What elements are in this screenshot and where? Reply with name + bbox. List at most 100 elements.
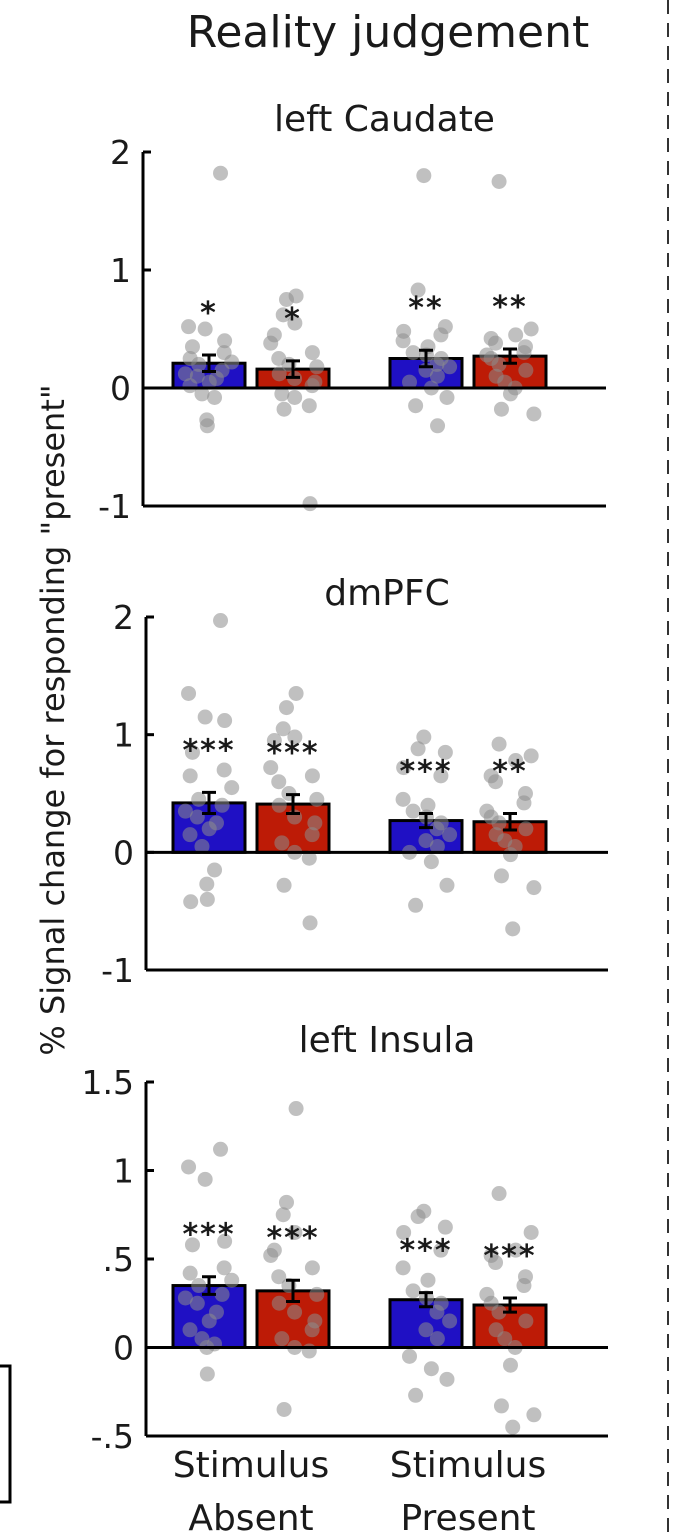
data-point — [271, 1295, 287, 1311]
data-point — [271, 797, 287, 813]
data-point — [516, 795, 532, 811]
data-point — [216, 1260, 232, 1276]
data-point — [183, 894, 199, 910]
data-point — [442, 827, 458, 843]
error-bar — [419, 348, 433, 369]
significance-stars: *** — [182, 1218, 235, 1253]
data-point — [217, 1233, 233, 1249]
data-point — [214, 797, 230, 813]
data-point — [396, 1224, 412, 1240]
panel-title: dmPFC — [324, 573, 449, 614]
data-point — [201, 821, 217, 837]
data-point — [309, 359, 325, 375]
data-point — [526, 880, 542, 896]
significance-stars: * — [284, 302, 302, 337]
error-bar — [503, 812, 517, 832]
data-point — [304, 1322, 320, 1338]
data-point — [287, 315, 303, 331]
data-point — [416, 729, 432, 745]
error-bar — [202, 1275, 216, 1296]
data-point — [304, 827, 320, 843]
data-point — [287, 729, 303, 745]
x-category-label: Absent — [188, 1498, 313, 1537]
y-tick-label: 1.5 — [82, 1063, 134, 1102]
data-point — [491, 174, 507, 189]
y-tick-label: -.5 — [91, 1417, 134, 1456]
data-point — [199, 891, 215, 907]
data-point — [216, 762, 232, 778]
y-tick-label: 2 — [110, 133, 131, 172]
error-bar — [202, 790, 216, 816]
data-point — [433, 768, 449, 784]
data-point — [197, 321, 213, 337]
data-point — [405, 803, 421, 819]
data-point — [405, 1283, 421, 1299]
data-point — [429, 821, 445, 837]
significance-stars: *** — [399, 1234, 452, 1269]
data-point — [430, 418, 446, 434]
data-point — [304, 768, 320, 784]
data-point — [182, 768, 198, 784]
data-point — [493, 401, 509, 417]
data-point — [526, 1407, 542, 1423]
data-point — [518, 362, 534, 378]
data-point — [177, 366, 193, 382]
data-point — [302, 915, 318, 931]
data-point — [207, 862, 223, 878]
data-point — [288, 685, 304, 701]
data-point — [423, 854, 439, 870]
data-point — [301, 850, 317, 866]
data-point — [287, 809, 303, 825]
data-point — [429, 1331, 445, 1347]
data-point — [199, 876, 215, 892]
data-point — [420, 797, 436, 813]
data-point — [199, 418, 215, 434]
data-point — [224, 780, 240, 796]
data-point — [491, 736, 507, 752]
data-point — [442, 1313, 458, 1329]
data-point — [402, 374, 418, 390]
error-bar — [419, 812, 433, 830]
data-point — [418, 833, 434, 849]
data-point — [263, 1247, 279, 1263]
y-tick-label: -1 — [101, 951, 134, 990]
data-point — [502, 386, 518, 402]
data-point — [437, 744, 453, 760]
data-point — [271, 366, 287, 382]
significance-stars: *** — [266, 736, 319, 771]
data-point — [276, 401, 292, 417]
significance-stars: *** — [483, 1239, 536, 1274]
data-point — [214, 1286, 230, 1302]
data-point — [224, 1272, 240, 1288]
data-point — [502, 1357, 518, 1373]
data-point — [263, 335, 279, 351]
data-point — [408, 1387, 424, 1403]
data-point — [213, 165, 229, 181]
data-point — [491, 1186, 507, 1202]
data-point — [395, 1260, 411, 1276]
data-point — [275, 307, 291, 323]
data-point — [304, 345, 320, 361]
data-point — [420, 1272, 436, 1288]
data-point — [508, 327, 524, 343]
data-point — [508, 753, 524, 769]
y-tick-label: 1 — [113, 1152, 134, 1191]
y-tick-label: 2 — [113, 598, 134, 637]
data-point — [523, 321, 539, 337]
data-point — [410, 1209, 426, 1225]
data-point — [410, 741, 426, 757]
data-point — [395, 791, 411, 807]
data-point — [201, 374, 217, 390]
data-point — [491, 1304, 507, 1320]
data-point — [191, 1278, 207, 1294]
error-bar — [503, 347, 517, 365]
data-point — [287, 1224, 303, 1240]
data-point — [307, 815, 323, 831]
data-point — [181, 1159, 197, 1175]
data-point — [287, 1304, 303, 1320]
y-axis-label: % Signal change for responding "present" — [34, 384, 72, 1055]
data-point — [278, 700, 294, 716]
data-point — [493, 868, 509, 884]
